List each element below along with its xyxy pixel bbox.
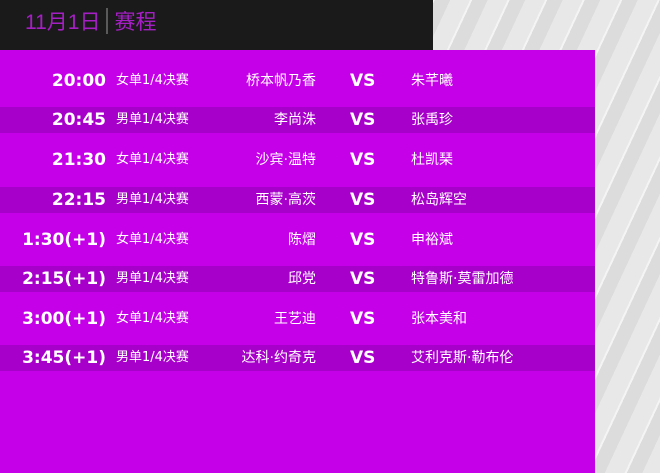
match-row: 20:45 男单1/4决赛 李尚洙 VS 张禹珍 (0, 107, 595, 133)
vs-label: VS (350, 309, 376, 329)
match-time: 1:30(+1) (22, 230, 106, 250)
player2: 杜凯琹 (411, 152, 453, 168)
player2: 特鲁斯·莫雷加德 (411, 271, 514, 287)
match-time: 3:45(+1) (22, 348, 106, 368)
match-row: 21:30 女单1/4决赛 沙宾·温特 VS 杜凯琹 (0, 147, 595, 173)
schedule-panel: 20:00 女单1/4决赛 桥本帆乃香 VS 朱芊曦 20:45 男单1/4决赛 李尚洙 VS 张… (0, 50, 595, 473)
match-row: 20:00 女单1/4决赛 桥本帆乃香 VS 朱芊曦 (0, 68, 595, 94)
player1: 西蒙·高茨 (255, 192, 316, 208)
match-time: 3:00(+1) (22, 309, 106, 329)
player1: 达科·约奇克 (241, 350, 316, 366)
vs-label: VS (350, 150, 376, 170)
player2: 朱芊曦 (411, 73, 453, 89)
match-row: 3:45(+1) 男单1/4决赛 达科·约奇克 VS 艾利克斯·勒布伦 (0, 345, 595, 371)
vs-label: VS (350, 230, 376, 250)
match-event: 女单1/4决赛 (116, 152, 189, 167)
vs-label: VS (350, 190, 376, 210)
match-time: 2:15(+1) (22, 269, 106, 289)
match-event: 男单1/4决赛 (116, 192, 189, 207)
player1: 王艺迪 (274, 311, 316, 327)
match-event: 女单1/4决赛 (116, 73, 189, 88)
player2: 松岛辉空 (411, 192, 467, 208)
player1: 沙宾·温特 (255, 152, 316, 168)
match-time: 21:30 (51, 150, 106, 170)
divider (106, 8, 109, 34)
match-time: 20:45 (51, 110, 106, 130)
player2: 张禹珍 (411, 112, 453, 128)
player1: 李尚洙 (274, 112, 316, 128)
date-label: 11月1日 (25, 11, 101, 34)
match-row: 3:00(+1) 女单1/4决赛 王艺迪 VS 张本美和 (0, 306, 595, 332)
match-row: 1:30(+1) 女单1/4决赛 陈熠 VS 申裕斌 (0, 227, 595, 253)
match-row: 22:15 男单1/4决赛 西蒙·高茨 VS 松岛辉空 (0, 187, 595, 213)
player2: 艾利克斯·勒布伦 (411, 350, 514, 366)
match-time: 20:00 (51, 71, 106, 91)
match-row: 2:15(+1) 男单1/4决赛 邱党 VS 特鲁斯·莫雷加德 (0, 266, 595, 292)
match-event: 男单1/4决赛 (116, 350, 189, 365)
player2: 张本美和 (411, 311, 467, 327)
vs-label: VS (350, 110, 376, 130)
page-title: 11月1日 赛程 (25, 6, 156, 36)
match-event: 女单1/4决赛 (116, 311, 189, 326)
schedule-title: 赛程 (114, 11, 157, 34)
header-band: 11月1日 赛程 (0, 0, 433, 50)
vs-label: VS (350, 71, 376, 91)
player1: 桥本帆乃香 (246, 73, 316, 89)
player1: 陈熠 (288, 232, 316, 248)
vs-label: VS (350, 269, 376, 289)
match-event: 男单1/4决赛 (116, 271, 189, 286)
player1: 邱党 (288, 271, 316, 287)
match-time: 22:15 (51, 190, 106, 210)
match-event: 女单1/4决赛 (116, 232, 189, 247)
vs-label: VS (350, 348, 376, 368)
match-event: 男单1/4决赛 (116, 112, 189, 127)
player2: 申裕斌 (411, 232, 453, 248)
